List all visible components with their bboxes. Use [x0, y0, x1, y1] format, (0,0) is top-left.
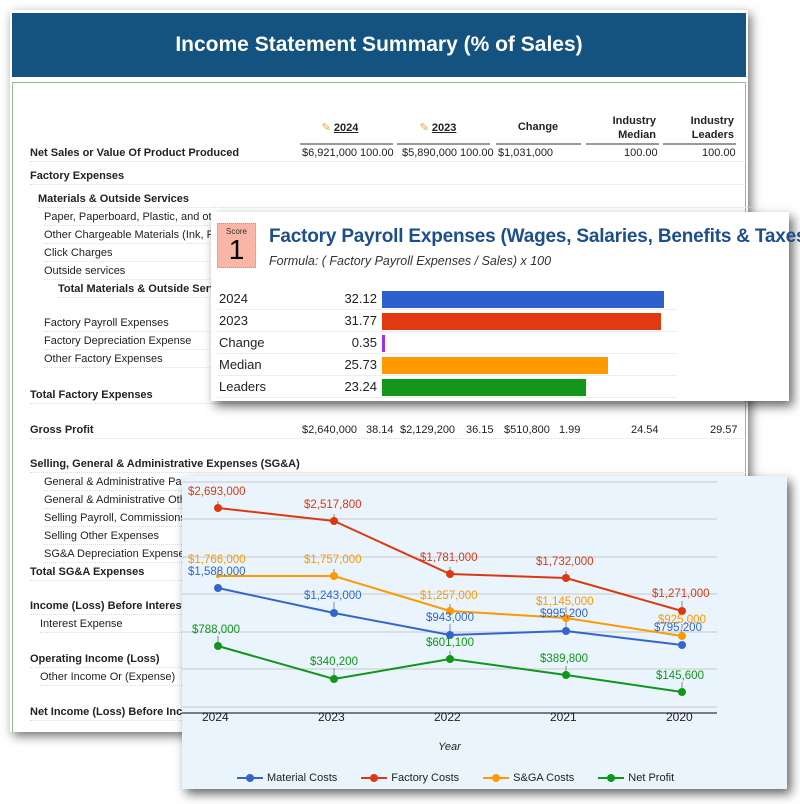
divider	[300, 143, 393, 145]
legend-item-material-costs[interactable]: Material Costs	[237, 772, 337, 784]
x-axis-title: Year	[438, 741, 461, 753]
data-label: $1,271,000	[652, 588, 710, 600]
legend-line-icon	[237, 774, 263, 782]
legend-line-icon	[598, 774, 625, 782]
chart-legend: Material Costs Factory Costs S&GA Costs …	[237, 772, 674, 784]
data-label: $788,000	[192, 624, 240, 636]
legend-item-sga-costs[interactable]: S&GA Costs	[483, 772, 574, 784]
bar-leaders	[382, 379, 586, 396]
bar-row-2023: 2023 31.77	[217, 310, 677, 332]
table-row-factory-expenses: Factory Expenses	[30, 167, 746, 185]
data-label: $145,600	[656, 670, 704, 682]
data-label: $1,781,000	[420, 552, 478, 564]
data-label: $1,145,000	[536, 596, 594, 608]
data-label: $2,517,800	[304, 499, 362, 511]
bar-2023	[382, 313, 661, 330]
table-row-net-sales: Net Sales or Value Of Product Produced $…	[30, 144, 746, 162]
data-label: $1,257,000	[420, 590, 478, 602]
ratio-formula: Formula: ( Factory Payroll Expenses / Sa…	[269, 254, 552, 268]
table-row-sga-header: Selling, General & Administrative Expens…	[30, 455, 746, 473]
bar-median	[382, 357, 608, 374]
divider	[586, 143, 659, 145]
divider	[496, 143, 581, 145]
data-label: $389,800	[540, 653, 588, 665]
table-row-materials-outside: Materials & Outside Services	[38, 190, 754, 208]
bar-row-median: Median 25.73	[217, 354, 677, 376]
x-tick-label: 2023	[318, 710, 345, 724]
page-title: Income Statement Summary (% of Sales)	[12, 13, 746, 77]
bar-2024	[382, 291, 664, 308]
legend-line-icon	[483, 774, 510, 782]
data-label: $601,100	[426, 637, 474, 649]
column-header-industry-median: Industry Median	[612, 115, 656, 141]
column-header-industry-leaders: Industry Leaders	[690, 115, 734, 141]
data-label: $795,200	[654, 622, 702, 634]
data-label: $1,766,000	[188, 554, 246, 566]
data-label: $943,000	[426, 612, 474, 624]
score-badge: Score 1	[217, 223, 256, 268]
bar-row-change: Change 0.35	[217, 332, 677, 354]
ratio-title: Factory Payroll Expenses (Wages, Salarie…	[269, 226, 800, 247]
pencil-icon[interactable]: ✎	[321, 122, 331, 134]
bar-row-2024: 2024 32.12	[217, 288, 677, 310]
column-header-2023[interactable]: ✎ 2023	[419, 122, 457, 134]
trend-line-chart: $2,693,000 $2,517,800 $1,781,000 $1,732,…	[182, 476, 787, 789]
pencil-icon[interactable]: ✎	[419, 122, 429, 134]
legend-item-net-profit[interactable]: Net Profit	[598, 772, 674, 784]
column-header-2024[interactable]: ✎ 2024	[321, 122, 359, 134]
data-label: $340,200	[310, 656, 358, 668]
data-label: $1,732,000	[536, 556, 594, 568]
x-tick-label: 2022	[434, 710, 461, 724]
ratio-detail-card: Score 1 Factory Payroll Expenses (Wages,…	[211, 212, 800, 401]
chart-plot-area	[182, 481, 717, 714]
x-tick-label: 2024	[202, 710, 229, 724]
column-header-change: Change	[517, 121, 559, 133]
data-label: $925,000	[658, 614, 706, 626]
x-tick-label: 2020	[666, 710, 693, 724]
divider	[397, 143, 490, 145]
x-tick-label: 2021	[550, 710, 577, 724]
data-label: $1,243,000	[304, 590, 362, 602]
bar-change	[382, 335, 385, 352]
data-label: $1,757,000	[304, 554, 362, 566]
table-row-total-factory: Total Factory Expenses	[30, 386, 746, 404]
bar-row-leaders: Leaders 23.24	[217, 376, 677, 398]
legend-item-factory-costs[interactable]: Factory Costs	[361, 772, 459, 784]
data-label: $2,693,000	[188, 486, 246, 498]
table-row-gross-profit: Gross Profit $2,640,000 38.14 $2,129,200…	[30, 421, 746, 439]
data-label: $995,200	[540, 608, 588, 620]
data-label: $1,588,000	[188, 566, 246, 578]
legend-line-icon	[361, 774, 388, 782]
divider	[663, 143, 736, 145]
